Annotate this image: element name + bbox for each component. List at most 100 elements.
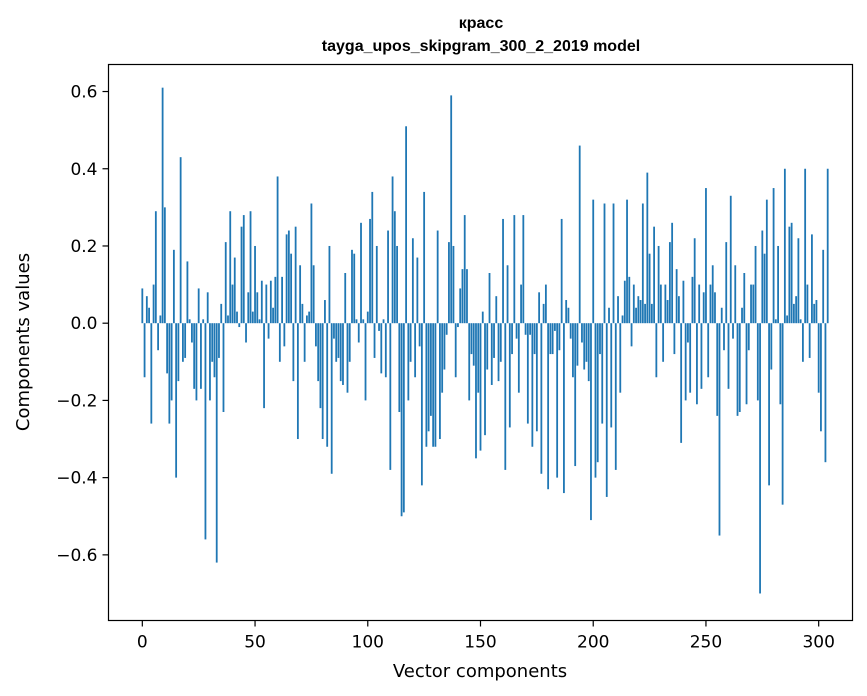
bar	[614, 323, 617, 470]
bar	[287, 230, 290, 324]
bar	[445, 323, 448, 335]
bar	[576, 323, 579, 366]
bar	[700, 323, 703, 389]
bar	[806, 284, 809, 324]
bar	[407, 323, 410, 401]
bar	[265, 284, 268, 324]
bar	[734, 265, 737, 324]
bar	[272, 307, 274, 324]
bar	[245, 323, 247, 343]
bar-series	[141, 87, 829, 594]
bar	[768, 323, 770, 486]
x-tick-label: 150	[464, 633, 496, 653]
bar	[145, 296, 148, 324]
bar	[549, 323, 552, 355]
bar	[641, 203, 644, 324]
bar	[294, 226, 297, 324]
bar	[583, 323, 586, 370]
bar	[380, 323, 383, 374]
bar	[439, 323, 441, 440]
bar	[718, 323, 721, 536]
bar	[680, 323, 683, 443]
bar	[184, 323, 187, 358]
chart-subtitle: tayga_upos_skipgram_300_2_2019 model	[322, 38, 640, 55]
bar	[709, 284, 712, 324]
bar	[346, 323, 349, 393]
bar	[590, 323, 592, 521]
bar	[375, 245, 378, 324]
bar	[585, 323, 588, 362]
bar	[725, 242, 728, 324]
bar	[267, 323, 270, 339]
bar	[772, 188, 775, 324]
bar	[204, 323, 207, 540]
bar	[420, 323, 423, 486]
y-axis-label: Components values	[13, 253, 34, 431]
bar	[529, 323, 531, 335]
bar	[301, 303, 304, 324]
bar	[233, 257, 236, 324]
bar	[240, 226, 243, 324]
bar	[299, 265, 302, 324]
bar	[547, 323, 550, 490]
bar	[335, 323, 338, 362]
bar	[824, 323, 827, 463]
bar	[319, 323, 322, 409]
bar	[321, 323, 324, 440]
bar	[398, 323, 401, 412]
bar	[378, 323, 380, 331]
bar	[143, 323, 146, 378]
bar	[432, 323, 435, 447]
bar	[535, 323, 538, 432]
bar	[360, 222, 362, 324]
bar	[481, 311, 484, 324]
bar	[312, 265, 315, 324]
bar	[813, 303, 816, 324]
bar	[472, 323, 475, 366]
bar	[815, 300, 818, 324]
bar	[308, 311, 311, 324]
bar	[362, 319, 365, 324]
bar	[175, 323, 178, 478]
bar	[402, 323, 405, 513]
bar	[596, 323, 599, 463]
bar	[795, 296, 798, 324]
bar	[283, 323, 286, 347]
bar	[792, 303, 795, 324]
bar	[608, 307, 610, 324]
bar	[231, 284, 234, 324]
bar	[788, 226, 791, 324]
bar	[490, 323, 493, 385]
bar	[783, 168, 786, 324]
bar	[209, 323, 211, 401]
bar	[804, 168, 807, 324]
bar	[443, 323, 446, 370]
bar	[515, 323, 518, 339]
bar	[675, 269, 678, 324]
bar	[759, 323, 761, 594]
bar	[626, 199, 628, 324]
bar	[274, 276, 277, 324]
bar	[777, 245, 779, 324]
bar	[353, 253, 356, 324]
bar	[538, 292, 541, 324]
bar	[540, 323, 543, 474]
bar	[630, 323, 633, 347]
bar	[522, 215, 525, 324]
bar	[511, 323, 513, 355]
bar	[639, 300, 642, 324]
bar	[254, 245, 256, 324]
bar	[664, 284, 667, 324]
x-axis-ticks: 0 50 100 150 200 250 300	[137, 620, 835, 653]
bar	[416, 257, 419, 324]
bar	[182, 323, 184, 362]
bar	[168, 323, 171, 424]
bar	[682, 280, 685, 324]
bar	[179, 157, 182, 324]
bar	[475, 323, 477, 459]
bar	[526, 323, 529, 424]
bar	[441, 323, 444, 393]
bar	[330, 323, 333, 474]
bar	[569, 323, 572, 339]
bar	[601, 323, 604, 424]
